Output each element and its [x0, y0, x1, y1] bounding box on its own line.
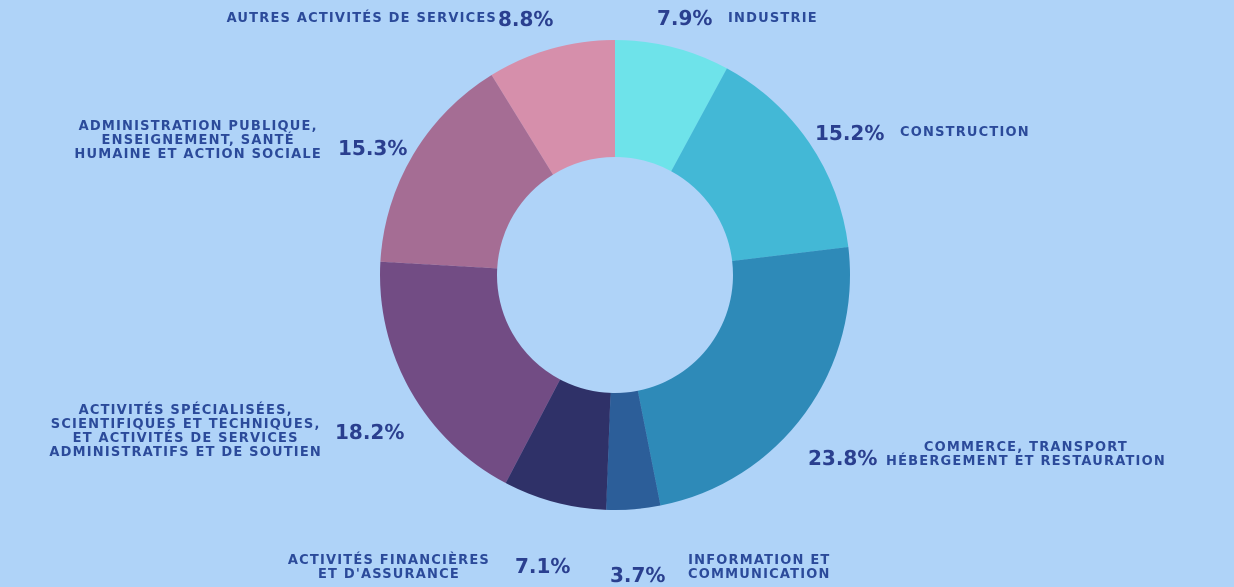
value-label: 18.2% [335, 420, 405, 444]
donut-slice [380, 75, 554, 269]
category-label: COMMERCE, TRANSPORT HÉBERGEMENT ET RESTA… [886, 440, 1166, 469]
value-label: 15.3% [338, 136, 408, 160]
category-label: AUTRES ACTIVITÉS DE SERVICES [226, 11, 497, 26]
category-label: INFORMATION ET COMMUNICATION [688, 553, 831, 582]
category-label: ADMINISTRATION PUBLIQUE, ENSEIGNEMENT, S… [74, 119, 322, 162]
value-label: 7.1% [515, 554, 571, 578]
category-label: CONSTRUCTION [900, 125, 1030, 140]
value-label: 7.9% [657, 6, 713, 30]
donut-slice [380, 261, 561, 484]
value-label: 23.8% [808, 446, 878, 470]
donut-slice [615, 40, 727, 172]
category-label: INDUSTRIE [728, 11, 818, 26]
category-label: ACTIVITÉS SPÉCIALISÉES, SCIENTIFIQUES ET… [49, 403, 322, 460]
value-label: 8.8% [498, 7, 554, 31]
category-label: ACTIVITÉS FINANCIÈRES ET D'ASSURANCE [287, 553, 490, 582]
value-label: 3.7% [610, 563, 666, 587]
donut-slice [505, 379, 611, 510]
donut-slice [637, 247, 850, 506]
donut-slice [671, 68, 849, 261]
value-label: 15.2% [815, 121, 885, 145]
donut-slice [606, 390, 661, 511]
donut-slice [491, 40, 615, 175]
